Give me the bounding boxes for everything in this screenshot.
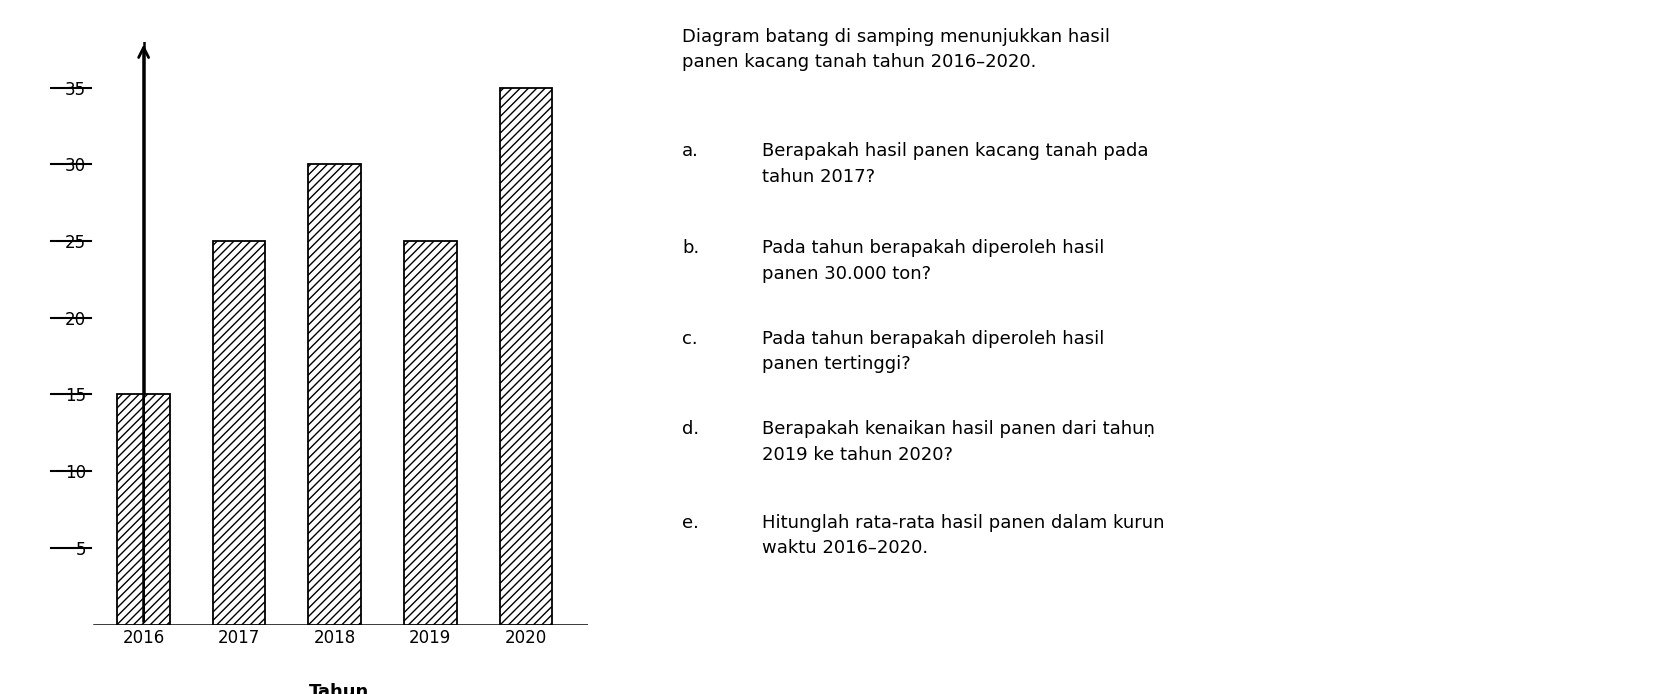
Bar	[500, 87, 551, 625]
Bar	[118, 394, 170, 625]
Text: d.: d.	[682, 420, 698, 438]
Text: Berapakah hasil panen kacang tanah pada
tahun 2017?: Berapakah hasil panen kacang tanah pada …	[761, 142, 1147, 186]
Text: Diagram batang di samping menunjukkan hasil
panen kacang tanah tahun 2016–2020.: Diagram batang di samping menunjukkan ha…	[682, 28, 1109, 71]
Bar	[404, 241, 457, 625]
Text: a.: a.	[682, 142, 698, 160]
Text: Pada tahun berapakah diperoleh hasil
panen 30.000 ton?: Pada tahun berapakah diperoleh hasil pan…	[761, 239, 1104, 283]
Text: b.: b.	[682, 239, 698, 257]
Bar	[213, 241, 265, 625]
Text: Berapakah kenaikan hasil panen dari tahuṇ
2019 ke tahun 2020?: Berapakah kenaikan hasil panen dari tahu…	[761, 420, 1154, 464]
Bar	[308, 164, 361, 625]
Text: Hitunglah rata-rata hasil panen dalam kurun
waktu 2016–2020.: Hitunglah rata-rata hasil panen dalam ku…	[761, 514, 1163, 557]
Text: e.: e.	[682, 514, 698, 532]
Text: c.: c.	[682, 330, 697, 348]
Text: Hasil Panen Kacang Tanah
(dalam ribuan ton): Hasil Panen Kacang Tanah (dalam ribuan t…	[0, 201, 3, 466]
Text: Tahun: Tahun	[309, 683, 369, 694]
Text: Pada tahun berapakah diperoleh hasil
panen tertinggi?: Pada tahun berapakah diperoleh hasil pan…	[761, 330, 1104, 373]
